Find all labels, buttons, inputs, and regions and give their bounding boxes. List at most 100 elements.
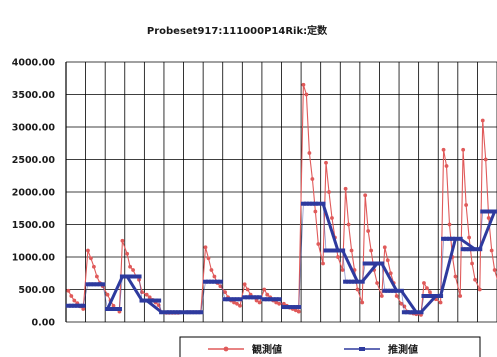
data-point [147, 298, 153, 303]
data-point [277, 301, 282, 306]
data-point [110, 307, 116, 311]
data-point [388, 271, 393, 276]
data-point [225, 297, 231, 302]
legend-box [179, 336, 481, 357]
data-point [163, 310, 169, 315]
data-point [336, 255, 340, 259]
data-point [359, 279, 365, 284]
data-point [166, 310, 172, 315]
data-point [208, 279, 214, 284]
data-point [425, 286, 429, 291]
data-point [444, 236, 450, 241]
data-point [447, 236, 453, 241]
data-point [394, 288, 400, 293]
data-point [74, 303, 80, 308]
data-point [245, 295, 251, 300]
data-point [86, 248, 90, 253]
data-point [189, 310, 195, 315]
data-point [424, 294, 430, 298]
data-point [374, 261, 380, 266]
series-estimated [65, 201, 497, 315]
data-point [363, 193, 368, 198]
data-point [284, 305, 290, 310]
y-tick-label: 4000.00 [12, 58, 56, 69]
data-point [69, 294, 74, 298]
legend-marker-estimated [359, 347, 365, 351]
data-point [257, 295, 263, 300]
data-point [128, 264, 133, 269]
data-point [486, 209, 492, 214]
data-point [228, 297, 234, 302]
data-point [296, 309, 301, 314]
data-point [413, 310, 419, 315]
data-point [186, 310, 192, 315]
estimate-segment [106, 275, 124, 310]
data-point [203, 245, 208, 250]
data-point [150, 298, 156, 303]
data-point [223, 290, 227, 294]
data-point [139, 298, 145, 303]
data-point [119, 274, 125, 279]
data-point [77, 303, 83, 308]
data-point [273, 297, 279, 302]
y-tick-label: 1500.00 [12, 220, 56, 231]
y-tick-label: 1000.00 [12, 253, 56, 264]
estimate-segment [478, 210, 497, 250]
data-point [68, 303, 74, 308]
data-point [340, 248, 346, 253]
data-point [330, 216, 334, 220]
data-point [248, 295, 254, 300]
data-point [352, 279, 358, 284]
data-point [303, 201, 309, 206]
data-point [211, 279, 217, 284]
data-point [91, 282, 97, 287]
data-point [457, 236, 463, 241]
data-point [316, 242, 321, 246]
estimate-segment [439, 238, 457, 297]
data-point [362, 261, 368, 266]
data-point [72, 298, 77, 303]
data-point [65, 303, 71, 308]
data-point [332, 248, 338, 253]
data-point [427, 294, 433, 298]
data-point [108, 307, 114, 311]
data-point [304, 92, 309, 97]
data-point [346, 222, 351, 227]
legend: 観測値 推測値 [179, 336, 481, 357]
data-point [245, 287, 250, 292]
data-point [323, 248, 329, 253]
data-point [222, 297, 228, 302]
data-point [467, 235, 472, 240]
data-point [88, 282, 94, 287]
data-point [452, 236, 458, 241]
data-point [264, 297, 270, 302]
data-point [371, 261, 377, 266]
data-point [401, 310, 407, 315]
data-point [379, 294, 384, 298]
data-point [205, 279, 211, 284]
data-point [438, 300, 443, 305]
data-point [265, 292, 270, 297]
legend-label-observed: 観測値 [252, 343, 282, 356]
data-point [94, 282, 100, 287]
data-point [480, 118, 485, 123]
data-point [254, 298, 259, 303]
data-point [369, 248, 374, 253]
data-point [100, 282, 106, 287]
data-point [310, 177, 315, 181]
data-point [113, 307, 119, 311]
data-point [382, 245, 387, 250]
data-point [449, 236, 455, 241]
data-point [388, 288, 394, 293]
data-point [398, 288, 404, 293]
data-point [105, 307, 111, 311]
data-point [320, 201, 326, 206]
estimate-segment [361, 262, 379, 283]
data-point [281, 305, 287, 310]
data-point [130, 274, 136, 279]
data-point [492, 209, 497, 214]
data-point [144, 292, 149, 297]
estimate-segment [321, 203, 340, 251]
data-point [382, 288, 388, 293]
data-point [131, 268, 135, 272]
